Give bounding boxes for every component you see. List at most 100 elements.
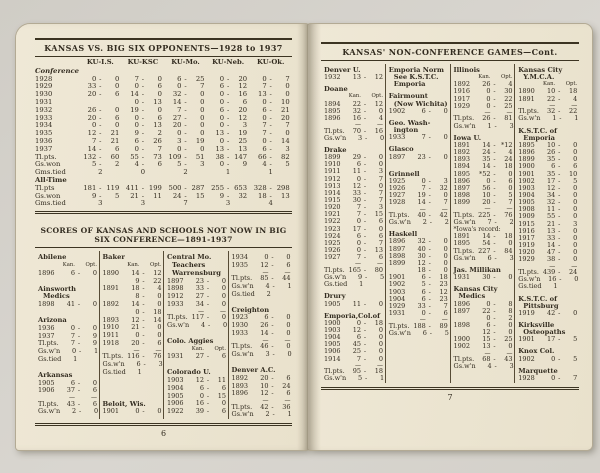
score-hyphen: - (558, 140, 561, 149)
opponent-score: 0 (157, 331, 162, 340)
year-label: 1930 (231, 321, 249, 330)
kansas-score: 0 (177, 82, 182, 91)
team-name: Geo. Wash- (388, 118, 431, 127)
total-row: Gs.tied 1 (38, 355, 97, 364)
year-label: 1902 (388, 280, 406, 289)
kansas-score: 17 (546, 176, 556, 185)
opponent-score: 0 (508, 239, 513, 248)
score-row: 1924 6-6 (324, 232, 383, 240)
opponent-score: 24 (282, 381, 291, 390)
kansas-score: 0 (219, 121, 225, 130)
year-label: 1928 (518, 373, 535, 382)
kansas-score: 27 (195, 292, 204, 301)
kansas-score: 0 (356, 217, 361, 226)
opponent-score: 0 (573, 205, 578, 214)
score-hyphen: - (363, 326, 367, 334)
total-row: Gs.w'n 6- 5 (389, 329, 449, 337)
score-row: 1936 0-0 (38, 324, 97, 333)
score-hyphen: - (226, 152, 230, 161)
score-hyphen: - (226, 136, 230, 145)
team-name-cont: See K.S.T.C. (393, 73, 439, 82)
tied-count: 1 (225, 168, 231, 177)
score-hyphen: - (558, 233, 561, 242)
score-hyphen: - (142, 268, 145, 277)
team-name: Kansas City (518, 66, 563, 74)
opponent-score: — (571, 101, 578, 109)
kansas-score: 0 (421, 309, 426, 318)
opponent-score: 0 (378, 181, 383, 190)
kansas-score: 7 (356, 203, 361, 212)
kansas-score: 0 (134, 82, 139, 91)
score-cell: 181-119 (79, 183, 122, 193)
score-hyphen: - (269, 82, 272, 91)
score-cell: 132-60 (79, 152, 122, 162)
score-hyphen: - (363, 246, 367, 255)
score-hyphen: - (99, 121, 102, 130)
total-row: Gs.w'n 6- 3 (103, 360, 163, 369)
team-name: Denver U. (324, 66, 361, 74)
score-hyphen: - (493, 155, 496, 164)
opponent-score: 15 (195, 191, 205, 200)
kansas-score: 55 (546, 212, 556, 221)
kansas-score: 26 (546, 148, 556, 157)
year-label: 1898 (38, 300, 55, 309)
kansas-score: 9 (91, 191, 97, 200)
kansas-score: 2 (72, 407, 77, 416)
score-row: 1915 21- 3 (518, 220, 577, 228)
score-hyphen: - (493, 239, 496, 248)
left-page: KANSAS VS. BIG SIX OPPONENTS—1928 to 193… (16, 24, 308, 450)
score-cell: 3 (122, 200, 165, 208)
kansas-score: Kan. (478, 74, 491, 81)
score-row: 1912 0- 7 (324, 175, 383, 183)
scores-title-line2: SIX CONFERENCE—1891-1937 (94, 235, 233, 245)
score-row: 1920 47- 0 (518, 249, 577, 256)
opponent-score: 6 (242, 97, 248, 106)
score-row: 18- 0 (389, 266, 447, 274)
team-name: Grinnell (388, 169, 420, 178)
total-label: Tl.pts. (324, 265, 345, 274)
score-row: 1897 56- 0 (454, 184, 513, 192)
kansas-score: 34 (546, 191, 556, 199)
score-row: 1928 0- 7 (518, 373, 577, 382)
year-label: 1926 (324, 246, 341, 255)
score-cell: 0- 7 (164, 83, 207, 91)
score-cell: 3 (207, 200, 250, 208)
opponent-score: — (506, 349, 513, 357)
kansas-score: 35 (546, 155, 556, 164)
opponent-score: 0 (443, 133, 448, 142)
score-row: 1891 22- 4 (518, 95, 577, 103)
total-label: Tl.pts. (453, 114, 475, 123)
score-row: 8- 0 (103, 292, 161, 301)
total-row: Tl.pts. 46- 0 (232, 343, 291, 351)
school-column-3: Central Mo. Teachers Warrensburg 1897 23-0 18… (163, 251, 228, 420)
column-subheader: Kan. Opt. (167, 346, 226, 354)
opponent-score: 0 (380, 133, 385, 142)
row-label: 1931 (35, 97, 53, 106)
team-name: Kansas City (453, 285, 498, 294)
kansas-score: 42 (260, 402, 269, 411)
team-name: Arizona (38, 315, 67, 324)
score-cell: 1 (207, 168, 250, 177)
opponent-score: 0 (200, 121, 205, 130)
score-hyphen: - (493, 140, 496, 149)
kansas-score: 0 (135, 307, 140, 316)
score-hyphen: - (558, 191, 561, 199)
total-row: Gs.w'n 2-2 (389, 219, 449, 226)
score-hyphen: - (99, 183, 102, 192)
score-row: 1921 7-15 (324, 211, 383, 218)
year-label: 1892 (453, 148, 471, 157)
team-name: Colo. Aggies (167, 336, 214, 345)
score-hyphen: - (269, 191, 272, 200)
kansas-score: 132 (83, 152, 97, 161)
opponent-score: 287 (191, 183, 205, 192)
score-row: 1901 35-10 (518, 170, 577, 178)
kansas-score: 27 (195, 352, 204, 361)
opponent-score: 1 (380, 374, 385, 383)
opponent-score: 0 (221, 313, 226, 322)
score-hyphen: - (494, 121, 497, 130)
tied-count: 3 (140, 199, 146, 208)
score-hyphen: - (142, 352, 145, 361)
kansas-score: 40 (417, 211, 426, 219)
year-label: 1904 (388, 294, 406, 303)
opponent-score: 6 (221, 383, 226, 392)
